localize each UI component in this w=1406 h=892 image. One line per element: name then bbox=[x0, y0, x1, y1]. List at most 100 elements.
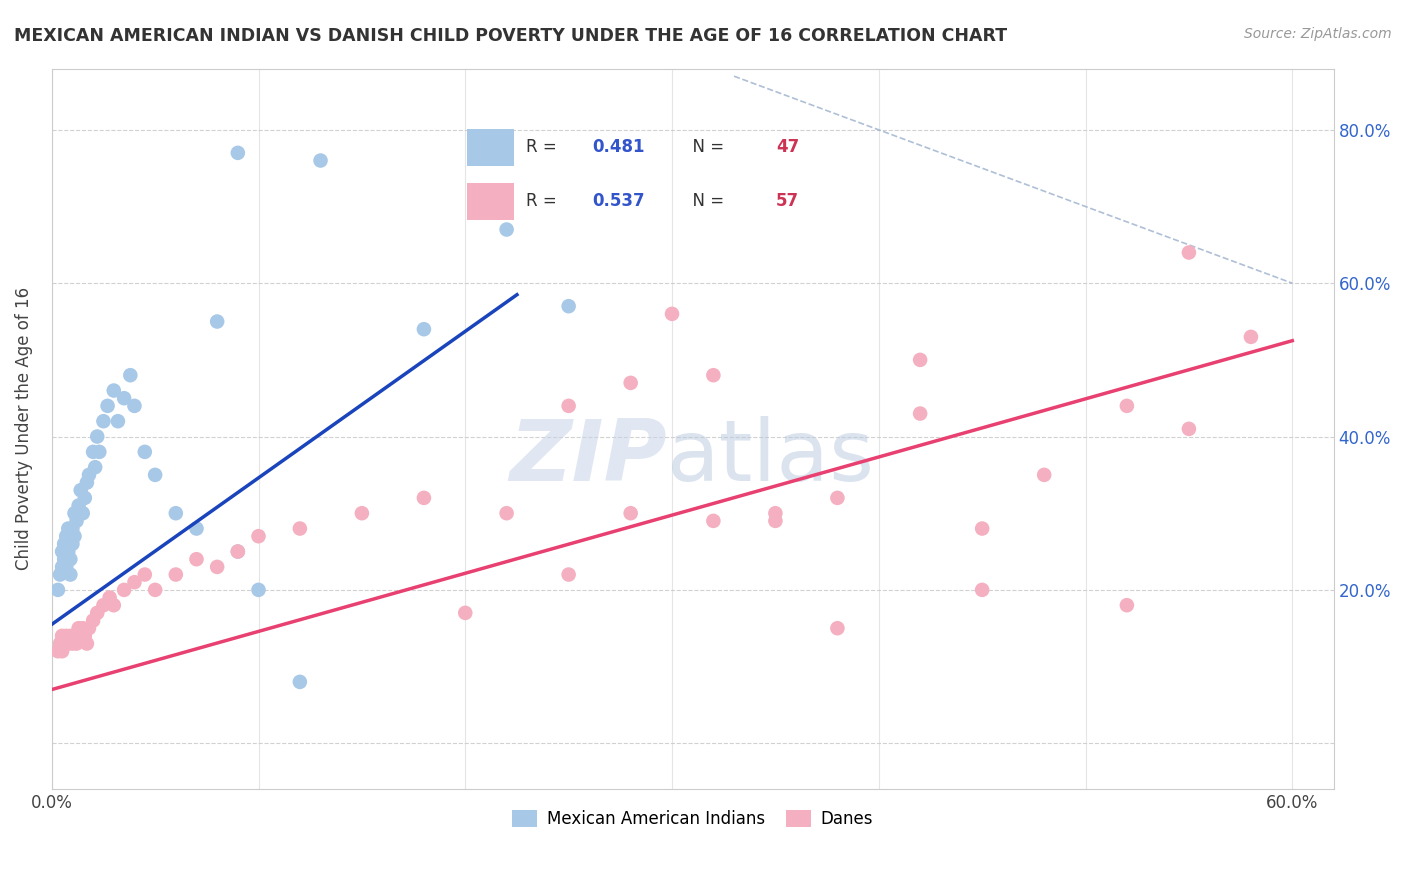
Point bbox=[49, 567, 72, 582]
Text: atlas: atlas bbox=[666, 417, 875, 500]
Point bbox=[186, 522, 208, 536]
Point bbox=[63, 529, 86, 543]
Point bbox=[69, 629, 91, 643]
Point bbox=[76, 475, 98, 490]
Point bbox=[1178, 245, 1201, 260]
Point bbox=[134, 567, 156, 582]
Point bbox=[972, 522, 994, 536]
Point bbox=[413, 491, 436, 505]
Point bbox=[69, 483, 91, 498]
Point bbox=[97, 399, 120, 413]
Point bbox=[226, 145, 249, 160]
Point bbox=[103, 384, 125, 398]
Point bbox=[103, 598, 125, 612]
Point bbox=[620, 376, 643, 390]
Point bbox=[58, 522, 80, 536]
Text: Source: ZipAtlas.com: Source: ZipAtlas.com bbox=[1244, 27, 1392, 41]
Point bbox=[454, 606, 477, 620]
Point bbox=[93, 414, 115, 428]
Point bbox=[827, 621, 849, 635]
Point bbox=[972, 582, 994, 597]
Point bbox=[58, 636, 80, 650]
Point bbox=[72, 621, 94, 635]
Point bbox=[67, 621, 90, 635]
Point bbox=[62, 636, 84, 650]
Point bbox=[702, 368, 724, 383]
Point bbox=[495, 222, 517, 236]
Point bbox=[495, 506, 517, 520]
Point bbox=[107, 414, 129, 428]
Point bbox=[82, 614, 104, 628]
Point bbox=[67, 499, 90, 513]
Point bbox=[1240, 330, 1263, 344]
Point bbox=[62, 522, 84, 536]
Point bbox=[46, 582, 69, 597]
Point bbox=[98, 591, 121, 605]
Point bbox=[84, 460, 107, 475]
Point bbox=[65, 514, 87, 528]
Point bbox=[413, 322, 436, 336]
Point bbox=[763, 514, 786, 528]
Point bbox=[557, 567, 579, 582]
Point bbox=[76, 636, 98, 650]
Point bbox=[49, 636, 72, 650]
Y-axis label: Child Poverty Under the Age of 16: Child Poverty Under the Age of 16 bbox=[15, 287, 32, 570]
Point bbox=[51, 629, 73, 643]
Point bbox=[53, 537, 76, 551]
Point bbox=[112, 391, 135, 405]
Point bbox=[58, 544, 80, 558]
Point bbox=[205, 314, 228, 328]
Point bbox=[908, 352, 931, 367]
Point bbox=[55, 560, 77, 574]
Point bbox=[124, 399, 146, 413]
Point bbox=[165, 567, 187, 582]
Point bbox=[53, 636, 76, 650]
Point bbox=[702, 514, 724, 528]
Point bbox=[134, 445, 156, 459]
Point bbox=[186, 552, 208, 566]
Point bbox=[620, 506, 643, 520]
Point bbox=[51, 544, 73, 558]
Point bbox=[827, 491, 849, 505]
Point bbox=[557, 299, 579, 313]
Point bbox=[46, 644, 69, 658]
Text: ZIP: ZIP bbox=[509, 417, 666, 500]
Point bbox=[309, 153, 332, 168]
Point bbox=[124, 575, 146, 590]
Point bbox=[247, 529, 270, 543]
Point bbox=[63, 506, 86, 520]
Point bbox=[93, 598, 115, 612]
Legend: Mexican American Indians, Danes: Mexican American Indians, Danes bbox=[506, 804, 880, 835]
Point bbox=[73, 629, 96, 643]
Point bbox=[908, 407, 931, 421]
Point bbox=[288, 674, 311, 689]
Point bbox=[63, 629, 86, 643]
Point bbox=[73, 491, 96, 505]
Point bbox=[86, 429, 108, 443]
Point bbox=[77, 467, 100, 482]
Point bbox=[143, 467, 166, 482]
Point bbox=[89, 445, 111, 459]
Point bbox=[51, 644, 73, 658]
Point bbox=[557, 399, 579, 413]
Point bbox=[1115, 399, 1137, 413]
Point bbox=[226, 544, 249, 558]
Point bbox=[247, 582, 270, 597]
Point bbox=[51, 560, 73, 574]
Point bbox=[55, 529, 77, 543]
Point bbox=[86, 606, 108, 620]
Point bbox=[226, 544, 249, 558]
Point bbox=[1178, 422, 1201, 436]
Point bbox=[55, 629, 77, 643]
Point bbox=[82, 445, 104, 459]
Point bbox=[112, 582, 135, 597]
Point bbox=[59, 552, 82, 566]
Point bbox=[120, 368, 142, 383]
Point bbox=[62, 537, 84, 551]
Point bbox=[205, 560, 228, 574]
Point bbox=[59, 629, 82, 643]
Point bbox=[1115, 598, 1137, 612]
Point bbox=[53, 552, 76, 566]
Point bbox=[59, 567, 82, 582]
Point bbox=[143, 582, 166, 597]
